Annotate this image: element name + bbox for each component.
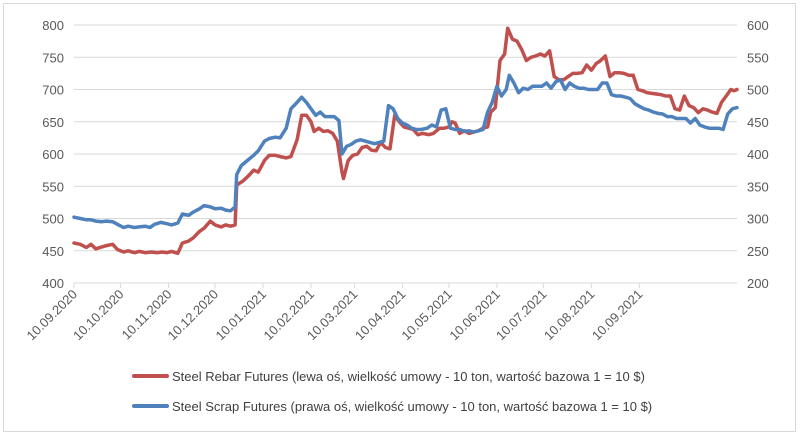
left-tick-label: 500	[42, 212, 64, 227]
right-tick-label: 200	[747, 276, 769, 291]
line-chart: 400 450 500 550 600 650 700 750 800 200 250 300 350…	[23, 18, 769, 414]
legend: Steel Rebar Futures (lewa oś, wielkość u…	[132, 369, 652, 414]
x-tick-label: 10.09.2021	[589, 287, 646, 344]
legend-label-rebar: Steel Rebar Futures (lewa oś, wielkość u…	[172, 369, 645, 384]
right-tick-label: 600	[747, 18, 769, 33]
left-axis-ticks: 400 450 500 550 600 650 700 750 800	[42, 18, 64, 291]
x-tick-label: 10.01.2021	[212, 287, 269, 344]
series-line-scrap	[72, 73, 739, 230]
series-line-rebar	[72, 26, 739, 256]
x-tick-label: 10.07.2021	[493, 287, 550, 344]
right-tick-label: 300	[747, 212, 769, 227]
left-tick-label: 550	[42, 179, 64, 194]
left-tick-label: 750	[42, 50, 64, 65]
right-axis-ticks: 200 250 300 350 400 450 500 550 600	[747, 18, 769, 291]
left-tick-label: 400	[42, 276, 64, 291]
x-tick-label: 10.12.2020	[164, 287, 221, 344]
x-axis-ticks: 10.09.202010.10.202010.11.202010.12.2020…	[23, 283, 646, 344]
right-tick-label: 350	[747, 179, 769, 194]
x-tick-label: 10.10.2020	[70, 287, 127, 344]
right-tick-label: 450	[747, 115, 769, 130]
right-tick-label: 250	[747, 244, 769, 259]
left-tick-label: 450	[42, 244, 64, 259]
left-tick-label: 600	[42, 147, 64, 162]
right-tick-label: 400	[747, 147, 769, 162]
right-tick-label: 550	[747, 50, 769, 65]
left-tick-label: 800	[42, 18, 64, 33]
x-tick-label: 10.05.2021	[398, 287, 455, 344]
left-tick-label: 650	[42, 115, 64, 130]
series-lines	[72, 26, 739, 256]
right-tick-label: 500	[747, 83, 769, 98]
x-tick-label: 10.08.2021	[541, 287, 598, 344]
gridlines	[74, 24, 737, 284]
legend-label-scrap: Steel Scrap Futures (prawa oś, wielkość …	[172, 399, 652, 414]
chart-frame: 400 450 500 550 600 650 700 750 800 200 250 300 350…	[3, 3, 796, 432]
left-tick-label: 700	[42, 83, 64, 98]
